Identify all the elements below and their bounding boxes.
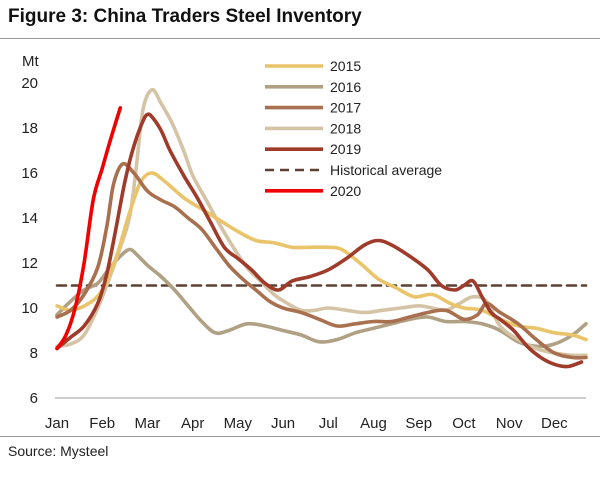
inventory-line-chart: Mt 6 8 10 12 14 16 18 20 Jan Feb Mar Apr May Jun Jul A… [21,53,588,432]
series-line-2020 [55,106,123,351]
legend-item-2017: 2017 [265,100,361,116]
x-tick-label: Sep [405,415,432,432]
y-axis-ticks: 6 8 10 12 14 16 18 20 [21,75,38,407]
figure-title: Figure 3: China Traders Steel Inventory [8,6,362,27]
legend-item-2020: 2020 [265,183,361,199]
legend-label: 2017 [330,100,361,116]
legend-item-historical-average: Historical average [265,162,442,178]
x-tick-label: Feb [89,415,115,432]
legend-label: 2018 [330,120,361,136]
legend-label: 2019 [330,141,361,157]
x-tick-label: Jun [271,415,295,432]
legend-label: 2020 [330,183,361,199]
y-tick-label: 12 [21,255,38,272]
series-line-2018 [55,87,588,358]
y-tick-label: 8 [30,345,38,362]
x-tick-label: Aug [360,415,387,432]
y-tick-label: 20 [21,75,38,92]
legend-label: Historical average [330,162,442,178]
x-tick-label: Apr [181,415,204,432]
x-tick-label: Jan [45,415,69,432]
x-axis-ticks: Jan Feb Mar Apr May Jun Jul Aug Sep Oct Nov Dec [45,415,568,432]
y-tick-label: 14 [21,210,38,227]
series-line-2016 [55,247,588,349]
chart-legend: 2015 2016 2017 2018 2019 Historical average 20… [265,58,442,199]
x-tick-label: Jul [319,415,338,432]
legend-item-2018: 2018 [265,120,361,136]
y-tick-label: 18 [21,120,38,137]
y-tick-label: 10 [21,300,38,317]
source-divider [0,436,600,437]
y-axis-unit-label: Mt [22,53,39,70]
x-tick-label: Mar [135,415,161,432]
x-tick-label: Nov [496,415,523,432]
legend-label: 2015 [330,58,361,74]
y-tick-label: 6 [30,390,38,407]
legend-item-2019: 2019 [265,141,361,157]
title-divider [0,38,600,39]
y-tick-label: 16 [21,165,38,182]
x-tick-label: Oct [452,415,476,432]
legend-item-2015: 2015 [265,58,361,74]
series-layer [55,87,588,369]
legend-item-2016: 2016 [265,79,361,95]
x-tick-label: May [224,415,253,432]
x-tick-label: Dec [541,415,568,432]
source-note: Source: Mysteel [8,443,109,459]
legend-label: 2016 [330,79,361,95]
series-line-2019 [55,112,584,369]
